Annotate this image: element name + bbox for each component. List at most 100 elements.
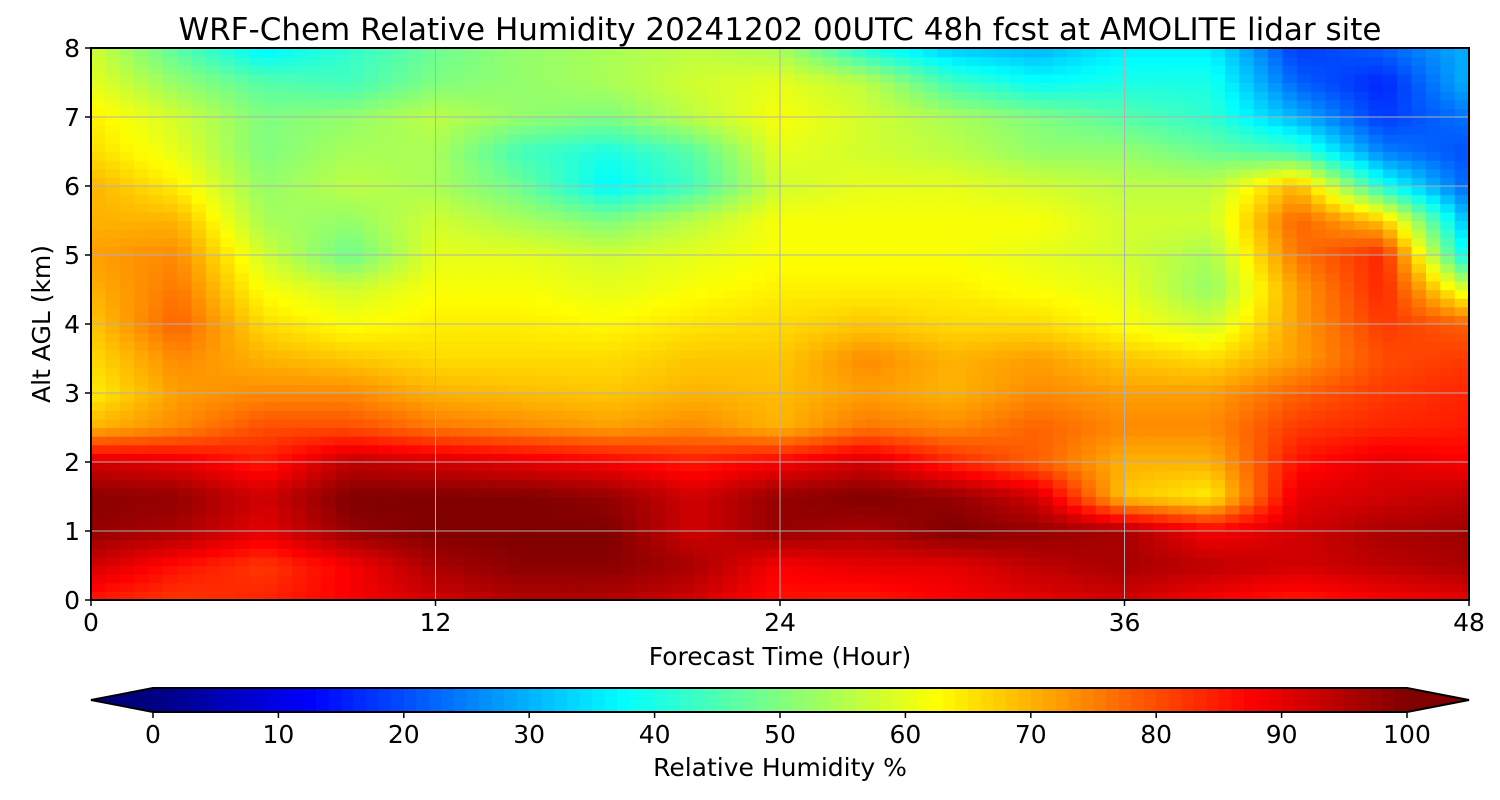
- heatmap-cell: [1383, 497, 1398, 506]
- heatmap-cell: [349, 393, 364, 402]
- heatmap-cell: [134, 488, 149, 497]
- heatmap-cell: [665, 246, 680, 255]
- heatmap-cell: [981, 350, 996, 359]
- heatmap-cell: [436, 445, 451, 454]
- heatmap-cell: [177, 221, 192, 230]
- heatmap-cell: [1426, 540, 1441, 549]
- heatmap-cell: [708, 540, 723, 549]
- heatmap-cell: [1340, 195, 1355, 204]
- heatmap-cell: [995, 505, 1010, 514]
- heatmap-cell: [766, 531, 781, 540]
- heatmap-cell: [636, 307, 651, 316]
- heatmap-cell: [1455, 212, 1470, 221]
- heatmap-cell: [1325, 428, 1340, 437]
- heatmap-cell: [105, 307, 120, 316]
- heatmap-cell: [823, 376, 838, 385]
- heatmap-cell: [1168, 540, 1183, 549]
- heatmap-cell: [191, 221, 206, 230]
- heatmap-cell: [823, 324, 838, 333]
- heatmap-cell: [1168, 471, 1183, 480]
- heatmap-cell: [1440, 522, 1455, 531]
- heatmap-cell: [794, 307, 809, 316]
- heatmap-cell: [1196, 479, 1211, 488]
- heatmap-cell: [550, 419, 565, 428]
- heatmap-cell: [263, 315, 278, 324]
- heatmap-cell: [1168, 281, 1183, 290]
- heatmap-cell: [378, 522, 393, 531]
- heatmap-cell: [1455, 488, 1470, 497]
- heatmap-cell: [1369, 393, 1384, 402]
- heatmap-cell: [493, 376, 508, 385]
- heatmap-cell: [737, 359, 752, 368]
- heatmap-cell: [593, 488, 608, 497]
- heatmap-cell: [766, 298, 781, 307]
- heatmap-cell: [1354, 367, 1369, 376]
- heatmap-cell: [1182, 540, 1197, 549]
- heatmap-cell: [407, 212, 422, 221]
- heatmap-cell: [1412, 376, 1427, 385]
- heatmap-cell: [1096, 488, 1111, 497]
- heatmap-cell: [967, 359, 982, 368]
- heatmap-cell: [292, 514, 307, 523]
- heatmap-cell: [952, 367, 967, 376]
- heatmap-cell: [1182, 497, 1197, 506]
- heatmap-cell: [823, 160, 838, 169]
- heatmap-cell: [737, 177, 752, 186]
- heatmap-cell: [1168, 186, 1183, 195]
- heatmap-cell: [493, 566, 508, 575]
- heatmap-cell: [680, 255, 695, 264]
- heatmap-cell: [651, 367, 666, 376]
- heatmap-cell: [1268, 557, 1283, 566]
- heatmap-cell: [1426, 566, 1441, 575]
- heatmap-cell: [263, 453, 278, 462]
- heatmap-cell: [1038, 264, 1053, 273]
- heatmap-cell: [593, 583, 608, 592]
- heatmap-cell: [421, 307, 436, 316]
- heatmap-cell: [278, 367, 293, 376]
- heatmap-cell: [1125, 272, 1140, 281]
- heatmap-cell: [593, 505, 608, 514]
- heatmap-cell: [378, 574, 393, 583]
- heatmap-cell: [1383, 583, 1398, 592]
- heatmap-cell: [335, 479, 350, 488]
- heatmap-cell: [1139, 410, 1154, 419]
- heatmap-cell: [321, 160, 336, 169]
- heatmap-cell: [636, 522, 651, 531]
- heatmap-cell: [1125, 428, 1140, 437]
- heatmap-cell: [177, 298, 192, 307]
- heatmap-cell: [335, 350, 350, 359]
- heatmap-cell: [1325, 195, 1340, 204]
- heatmap-cell: [421, 488, 436, 497]
- heatmap-cell: [407, 445, 422, 454]
- heatmap-cell: [579, 522, 594, 531]
- heatmap-cell: [235, 453, 250, 462]
- heatmap-cell: [392, 298, 407, 307]
- heatmap-cell: [1053, 548, 1068, 557]
- heatmap-cell: [1153, 522, 1168, 531]
- heatmap-cell: [880, 436, 895, 445]
- heatmap-cell: [364, 169, 379, 178]
- heatmap-cell: [349, 557, 364, 566]
- heatmap-cell: [191, 566, 206, 575]
- heatmap-cell: [148, 221, 163, 230]
- heatmap-cell: [191, 376, 206, 385]
- heatmap-cell: [967, 531, 982, 540]
- heatmap-cell: [809, 488, 824, 497]
- heatmap-cell: [436, 419, 451, 428]
- heatmap-cell: [1282, 298, 1297, 307]
- heatmap-cell: [349, 548, 364, 557]
- heatmap-cell: [1067, 152, 1082, 161]
- heatmap-cell: [507, 169, 522, 178]
- heatmap-cell: [1369, 221, 1384, 230]
- heatmap-cell: [1340, 359, 1355, 368]
- heatmap-cell: [794, 462, 809, 471]
- heatmap-cell: [349, 169, 364, 178]
- heatmap-cell: [952, 445, 967, 454]
- heatmap-cell: [565, 264, 580, 273]
- heatmap-cell: [1053, 255, 1068, 264]
- heatmap-cell: [737, 333, 752, 342]
- heatmap-cell: [1268, 531, 1283, 540]
- heatmap-cell: [866, 307, 881, 316]
- heatmap-cell: [636, 333, 651, 342]
- heatmap-cell: [335, 522, 350, 531]
